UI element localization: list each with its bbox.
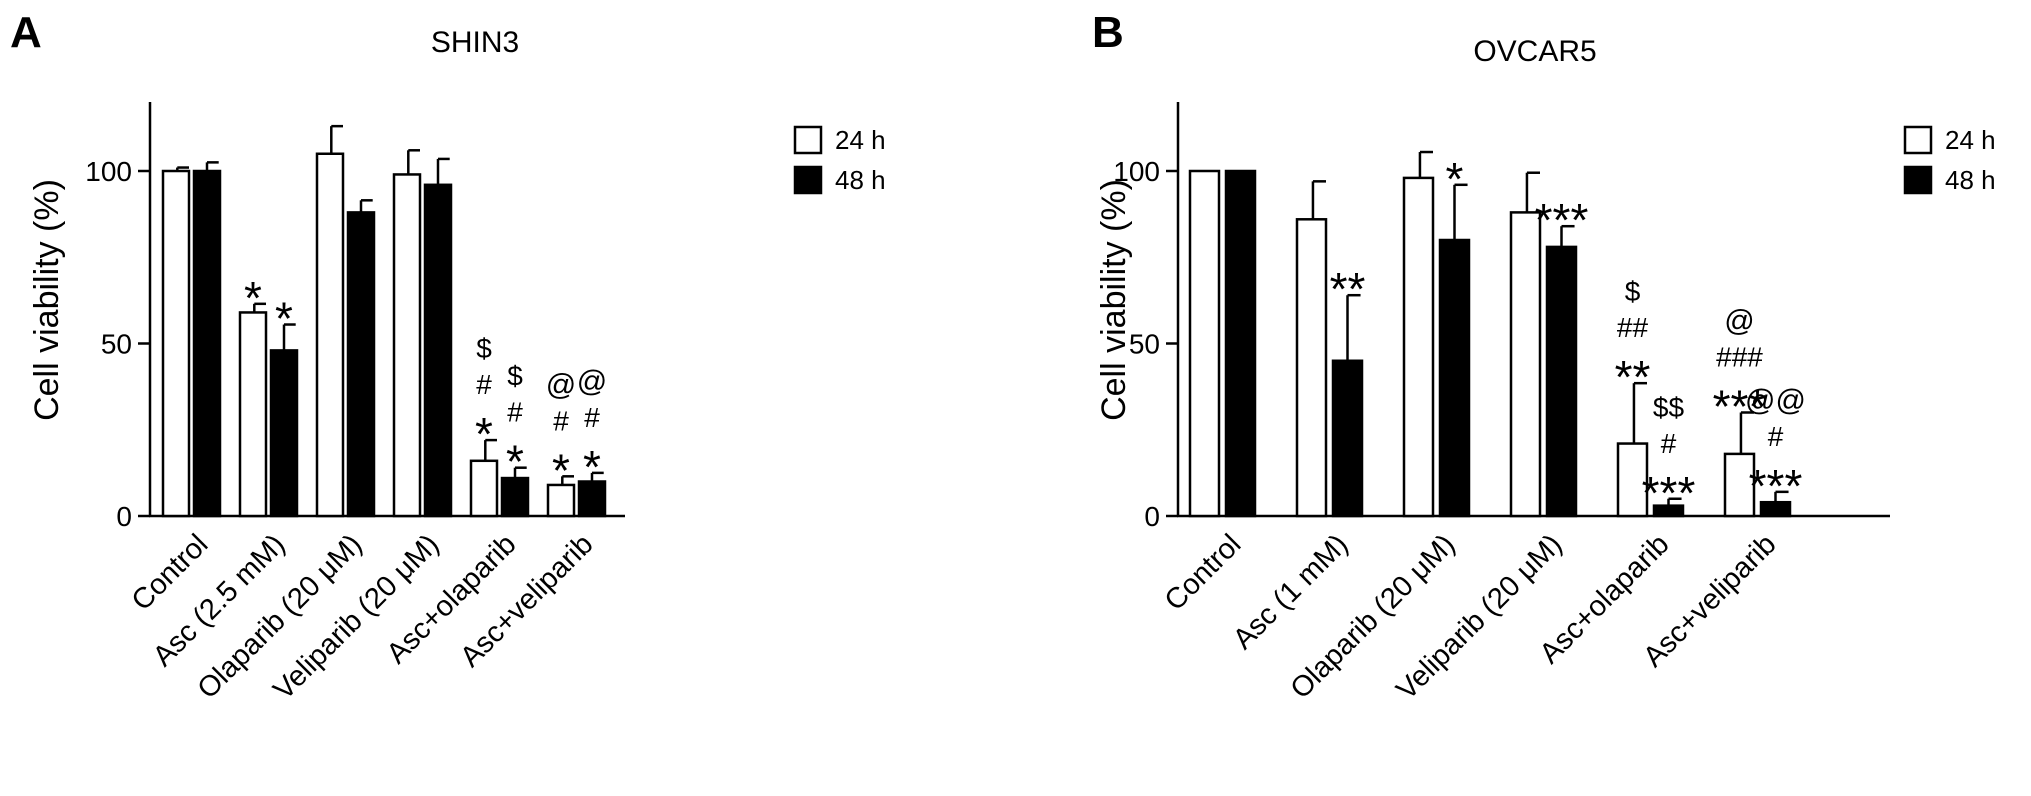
legend-label: 48 h xyxy=(835,165,886,195)
significance-marker: * xyxy=(1446,153,1464,205)
y-tick-label: 0 xyxy=(116,501,132,532)
bar-24h xyxy=(238,311,268,518)
bar-24h xyxy=(1509,211,1542,518)
y-axis-label: Cell viability (%) xyxy=(28,179,66,421)
bar-48h xyxy=(1759,500,1792,518)
bar-48h xyxy=(269,349,299,518)
legend-label: 48 h xyxy=(1945,165,1996,195)
bar-24h xyxy=(469,459,499,518)
bar-48h xyxy=(346,211,376,518)
significance-marker: * xyxy=(275,293,293,345)
bar-48h xyxy=(1438,238,1471,518)
significance-marker: # xyxy=(1768,421,1784,452)
significance-marker: @@ xyxy=(1745,384,1806,417)
significance-marker: ** xyxy=(1615,351,1651,403)
legend-swatch xyxy=(1903,125,1933,155)
chart-title: SHIN3 xyxy=(431,26,519,59)
category-label: Asc (2.5 mM) xyxy=(147,528,292,673)
bar-24h xyxy=(315,152,345,518)
y-tick-label: 0 xyxy=(1144,501,1160,532)
y-tick-label: 50 xyxy=(1129,329,1160,360)
significance-marker: # xyxy=(553,405,569,436)
significance-marker: @ xyxy=(577,365,607,398)
legend-label: 24 h xyxy=(1945,125,1996,155)
significance-marker: ** xyxy=(1330,263,1366,315)
significance-marker: *** xyxy=(1642,467,1696,519)
bar-24h xyxy=(1723,452,1756,518)
category-label: Asc+veliparib xyxy=(454,528,599,673)
legend-swatch xyxy=(793,125,823,155)
chart-title: OVCAR5 xyxy=(1473,35,1596,68)
significance-marker: # xyxy=(1661,428,1677,459)
y-axis-label: Cell viability (%) xyxy=(1095,179,1133,421)
bar-24h xyxy=(161,169,191,518)
bar-48h xyxy=(423,183,453,518)
significance-marker: * xyxy=(583,441,601,493)
significance-marker: # xyxy=(476,369,492,400)
significance-marker: *** xyxy=(1713,381,1767,433)
y-tick-label: 100 xyxy=(1113,156,1160,187)
bar-24h xyxy=(546,483,576,518)
significance-marker: $ xyxy=(476,333,492,364)
bar-48h xyxy=(500,476,530,518)
significance-marker: # xyxy=(507,397,523,428)
bar-24h xyxy=(1188,169,1221,518)
significance-marker: # xyxy=(584,402,600,433)
bar-48h xyxy=(1224,169,1257,518)
significance-marker: * xyxy=(244,272,262,324)
significance-marker: @ xyxy=(1724,305,1754,338)
significance-marker: @ xyxy=(546,368,576,401)
significance-marker: ## xyxy=(1617,312,1649,343)
bar-48h xyxy=(1545,245,1578,518)
significance-marker: $ xyxy=(507,361,523,392)
significance-marker: * xyxy=(506,436,524,488)
bar-48h xyxy=(1331,359,1364,518)
panel-letter: B xyxy=(1092,8,1124,57)
y-tick-label: 50 xyxy=(101,329,132,360)
bar-24h xyxy=(392,173,422,518)
legend-label: 24 h xyxy=(835,125,886,155)
significance-marker: * xyxy=(552,444,570,496)
significance-marker: *** xyxy=(1749,460,1803,512)
significance-marker: * xyxy=(475,408,493,460)
bar-48h xyxy=(577,480,607,518)
significance-marker: $$ xyxy=(1653,392,1685,423)
bar-24h xyxy=(1295,218,1328,518)
bar-48h xyxy=(1652,504,1685,518)
significance-marker: $ xyxy=(1625,276,1641,307)
significance-marker: ### xyxy=(1716,342,1763,373)
legend-swatch xyxy=(1903,165,1933,195)
category-label: Control xyxy=(1159,528,1248,617)
panel-letter: A xyxy=(10,8,42,57)
legend-swatch xyxy=(793,165,823,195)
y-tick-label: 100 xyxy=(85,156,132,187)
bar-24h xyxy=(1616,442,1649,518)
bar-24h xyxy=(1402,176,1435,518)
bar-48h xyxy=(192,169,222,518)
significance-marker: *** xyxy=(1535,194,1589,246)
